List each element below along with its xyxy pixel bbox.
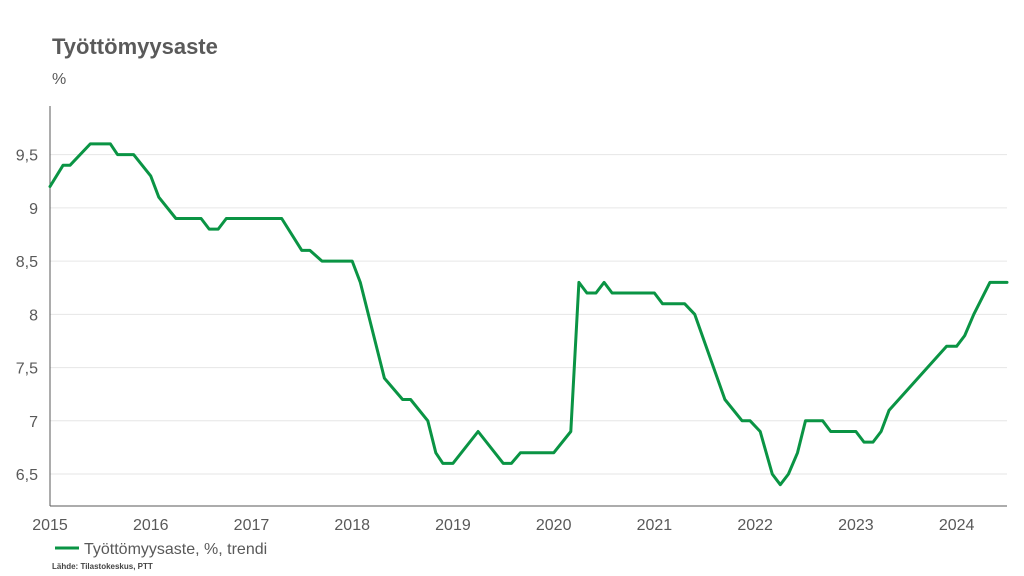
y-tick-label: 9 (29, 201, 38, 218)
y-tick-label: 9,5 (16, 148, 38, 165)
x-tick-label: 2021 (637, 517, 673, 534)
x-tick-label: 2022 (737, 517, 773, 534)
y-tick-label: 6,5 (16, 467, 38, 484)
x-tick-label: 2017 (234, 517, 270, 534)
chart-title: Työttömyysaste (52, 34, 218, 59)
x-tick-label: 2016 (133, 517, 169, 534)
y-axis-unit-label: % (52, 71, 67, 88)
x-tick-label: 2020 (536, 517, 572, 534)
x-tick-label: 2018 (334, 517, 370, 534)
x-tick-label: 2023 (838, 517, 874, 534)
y-tick-label: 7 (29, 414, 38, 431)
gridlines (50, 154, 1007, 475)
source-note: Lähde: Tilastokeskus, PTT (52, 562, 153, 571)
y-tick-label: 8 (29, 307, 38, 324)
axes: 6,5 7 7,5 8 8,5 9 9,5 2015 2016 2017 2018 2019 2020 2… (16, 106, 1007, 534)
y-tick-label: 7,5 (16, 361, 38, 378)
x-tick-label: 2015 (32, 517, 68, 534)
series-layer (48, 142, 1009, 487)
y-tick-label: 8,5 (16, 254, 38, 271)
x-tick-label: 2024 (939, 517, 975, 534)
series-line (48, 142, 1009, 487)
x-tick-label: 2019 (435, 517, 471, 534)
legend-label: Työttömyysaste, %, trendi (84, 541, 267, 558)
legend: Työttömyysaste, %, trendi (55, 541, 267, 558)
